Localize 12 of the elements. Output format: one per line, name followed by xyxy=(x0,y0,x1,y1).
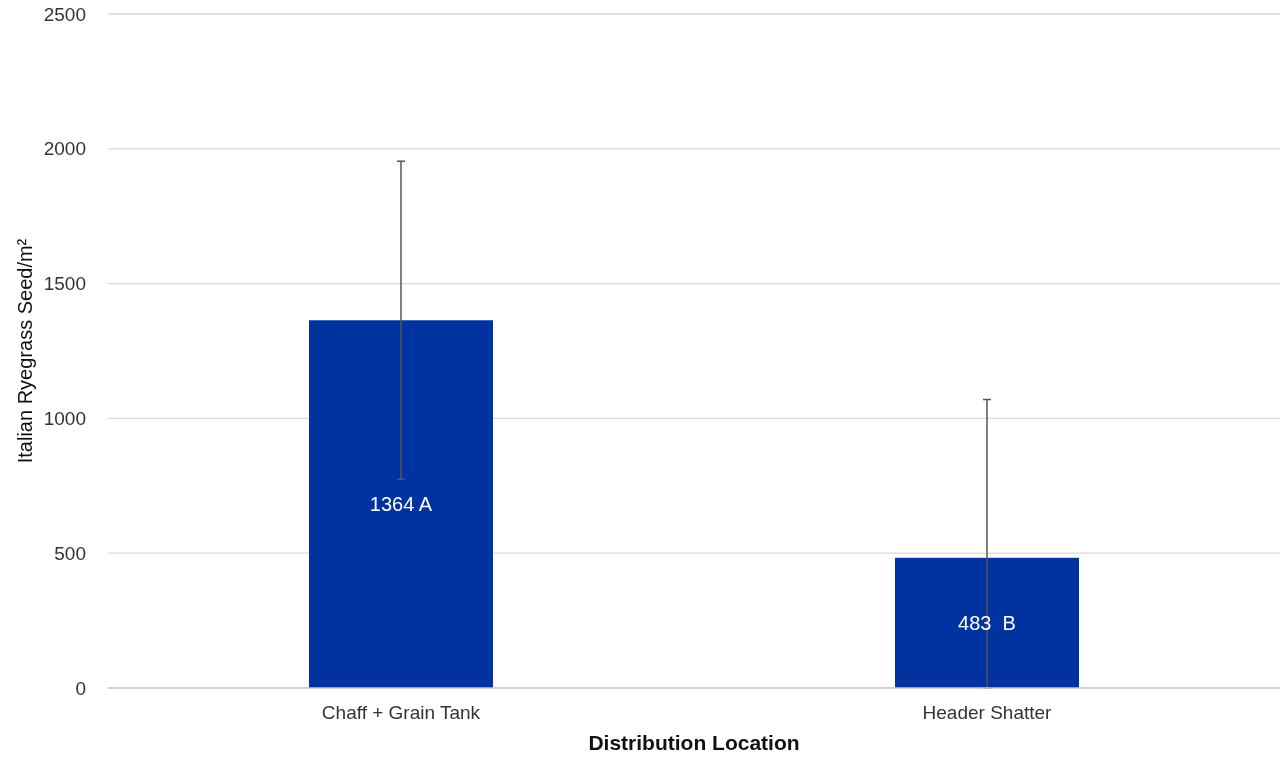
y-tick-label: 2000 xyxy=(43,138,86,160)
y-tick-label: 0 xyxy=(75,677,86,699)
y-tick-label: 2500 xyxy=(43,3,86,25)
data-label: 1364 A xyxy=(369,493,433,516)
y-tick-label: 500 xyxy=(54,542,86,564)
x-tick-label: Header Shatter xyxy=(922,702,1053,723)
y-tick-label: 1500 xyxy=(43,273,86,295)
data-label: 483 B xyxy=(958,611,1016,634)
x-axis-title: Distribution Location xyxy=(588,731,800,754)
x-tick-label: Chaff + Grain Tank xyxy=(321,702,481,723)
y-tick-label: 1000 xyxy=(43,408,86,430)
y-axis-title: Italian Ryegrass Seed/m² xyxy=(14,238,36,464)
